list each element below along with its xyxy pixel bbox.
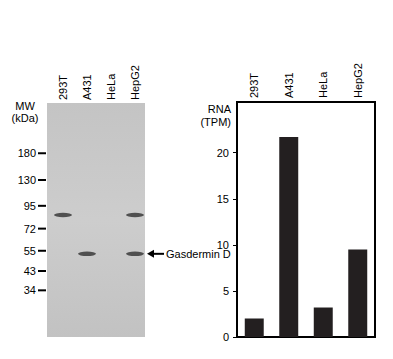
svg-text:HeLa: HeLa	[105, 73, 117, 100]
svg-text:A431: A431	[81, 74, 93, 100]
svg-text:RNA: RNA	[208, 103, 232, 115]
svg-text:5: 5	[223, 285, 229, 297]
svg-text:Gasdermin D: Gasdermin D	[166, 248, 231, 260]
svg-text:130: 130	[18, 174, 36, 186]
svg-text:HepG2: HepG2	[352, 63, 364, 98]
svg-text:0: 0	[223, 331, 229, 343]
svg-text:A431: A431	[283, 72, 295, 98]
svg-text:(TPM): (TPM)	[200, 116, 231, 128]
svg-text:34: 34	[24, 284, 36, 296]
svg-text:293T: 293T	[57, 75, 69, 100]
svg-text:HepG2: HepG2	[129, 65, 141, 100]
svg-text:MW: MW	[15, 100, 35, 112]
svg-text:15: 15	[217, 193, 229, 205]
svg-text:293T: 293T	[248, 73, 260, 98]
svg-text:95: 95	[24, 200, 36, 212]
svg-text:43: 43	[24, 265, 36, 277]
svg-text:20: 20	[217, 147, 229, 159]
svg-text:180: 180	[18, 147, 36, 159]
svg-text:55: 55	[24, 245, 36, 257]
svg-text:(kDa): (kDa)	[12, 112, 39, 124]
svg-text:HeLa: HeLa	[317, 71, 329, 98]
svg-text:72: 72	[24, 223, 36, 235]
svg-text:10: 10	[217, 239, 229, 251]
